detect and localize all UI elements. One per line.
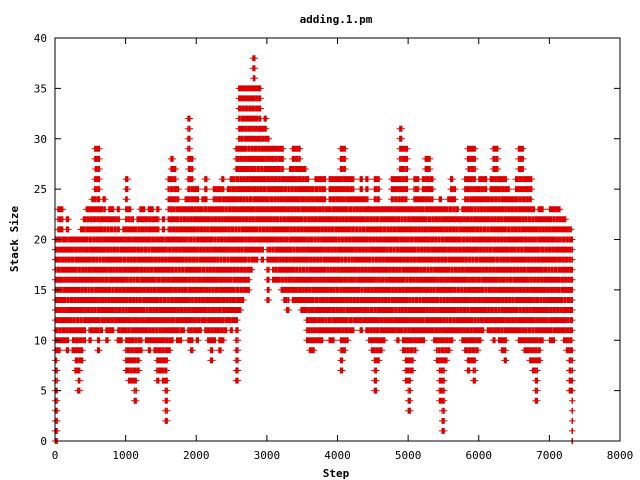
x-tick-label: 3000	[254, 449, 281, 462]
axis-ticks	[54, 37, 621, 442]
y-tick-label: 20	[34, 234, 47, 247]
y-tick-labels: 0 5 10 15 20 25 30 35 40	[34, 32, 47, 448]
x-tick-label: 1000	[112, 449, 139, 462]
y-tick-label: 5	[40, 385, 47, 398]
x-tick-label: 8000	[607, 449, 634, 462]
series-points	[52, 55, 576, 444]
y-tick-label: 25	[34, 183, 47, 196]
chart-title: adding.1.pm	[300, 13, 373, 26]
data-points	[52, 55, 576, 444]
x-tick-labels: 0 1000 2000 3000 4000 5000 6000 7000 8000	[52, 449, 634, 462]
y-axis-label: Stack Size	[8, 206, 21, 273]
x-tick-label: 4000	[324, 449, 351, 462]
x-tick-label: 2000	[183, 449, 210, 462]
y-tick-label: 10	[34, 334, 47, 347]
y-tick-label: 15	[34, 284, 47, 297]
x-tick-label: 0	[52, 449, 59, 462]
x-tick-label: 6000	[466, 449, 493, 462]
y-tick-label: 0	[40, 435, 47, 448]
x-tick-label: 5000	[395, 449, 422, 462]
y-tick-label: 30	[34, 133, 47, 146]
x-axis-label: Step	[323, 467, 350, 480]
x-tick-label: 7000	[536, 449, 563, 462]
y-tick-label: 35	[34, 82, 47, 95]
y-tick-label: 40	[34, 32, 47, 45]
